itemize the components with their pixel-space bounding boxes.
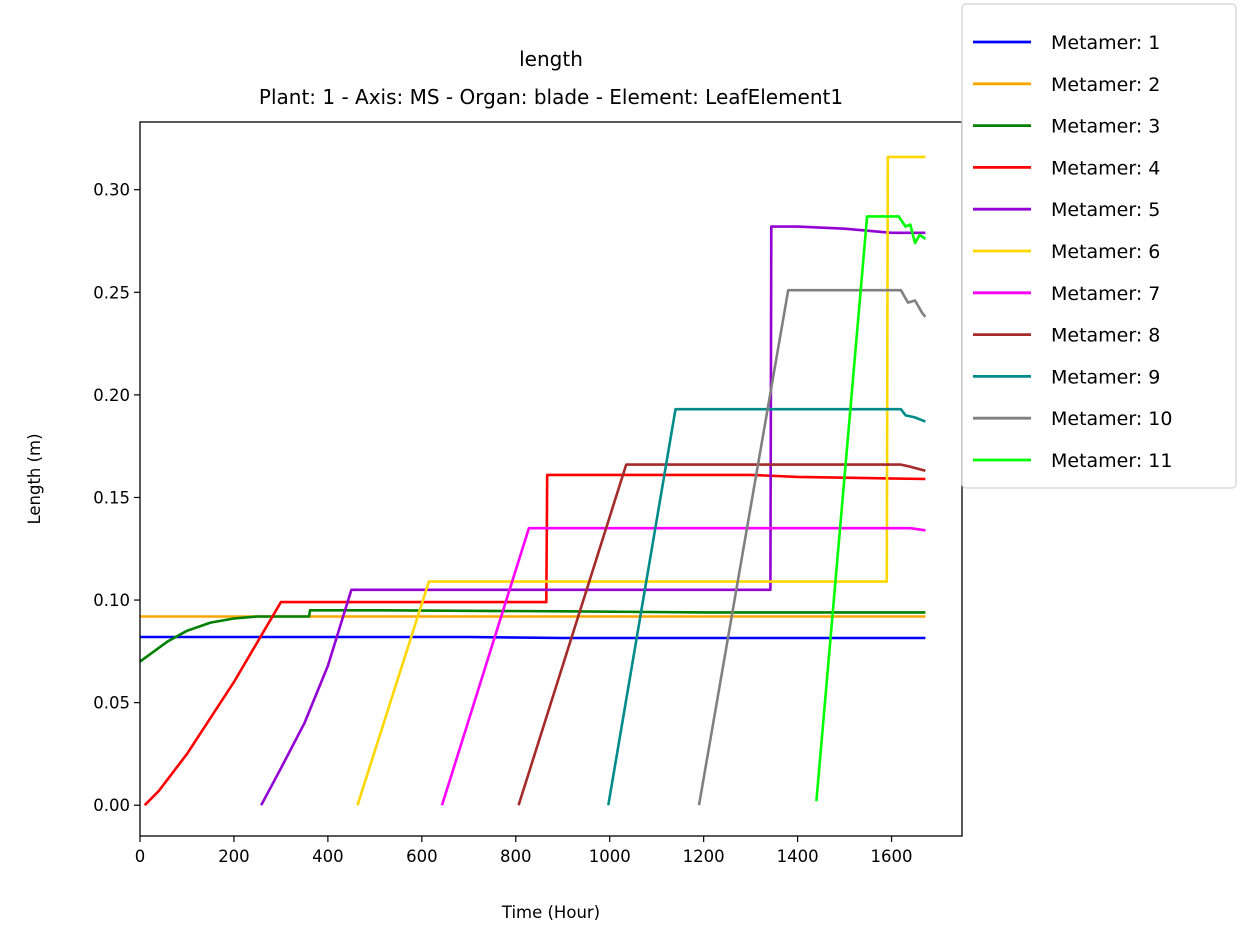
x-tick-label: 1600: [871, 847, 913, 866]
y-tick-label: 0.20: [93, 386, 130, 405]
legend-item-10: Metamer: 10: [973, 408, 1172, 430]
x-tick-label: 800: [500, 847, 532, 866]
legend-item-7: Metamer: 7: [973, 283, 1160, 305]
x-tick-label: 400: [312, 847, 344, 866]
legend-label: Metamer: 11: [1051, 450, 1172, 472]
x-tick-label: 600: [406, 847, 438, 866]
legend-label: Metamer: 10: [1051, 408, 1172, 430]
ticks-layer: 0 200 400 600 800 1000 1200 1400 1600 0.00 0.05 0.1…: [93, 181, 912, 866]
legend-item-11: Metamer: 11: [973, 450, 1172, 472]
series-line-7: [440, 526, 926, 806]
y-axis-label: Length (m): [25, 433, 44, 524]
legend-label: Metamer: 3: [1051, 116, 1160, 138]
legend-items: Metamer: 1 Metamer: 2 Metamer: 3 Metamer: 4…: [973, 32, 1172, 472]
legend-label: Metamer: 9: [1051, 366, 1160, 388]
x-axis-label: Time (Hour): [501, 903, 600, 922]
series-line-4: [143, 473, 926, 807]
series-line-6: [356, 155, 926, 806]
x-tick-label: 1200: [683, 847, 725, 866]
y-tick-label: 0.25: [93, 283, 130, 302]
series-line-11: [815, 215, 927, 802]
y-tick-label: 0.30: [93, 181, 130, 200]
y-tick-label: 0.00: [93, 796, 130, 815]
chart-title: length: [519, 47, 583, 71]
legend-item-4: Metamer: 4: [973, 157, 1160, 179]
legend-item-5: Metamer: 5: [973, 199, 1160, 221]
y-tick-label: 0.05: [93, 694, 130, 713]
legend: Metamer: 1 Metamer: 2 Metamer: 3 Metamer: 4…: [961, 3, 1237, 489]
legend-label: Metamer: 1: [1051, 32, 1160, 54]
x-tick-label: 1000: [589, 847, 631, 866]
legend-label: Metamer: 5: [1051, 199, 1160, 221]
series-line-5: [260, 225, 926, 806]
y-tick-label: 0.10: [93, 591, 130, 610]
legend-item-3: Metamer: 3: [973, 116, 1160, 138]
legend-label: Metamer: 4: [1051, 157, 1160, 179]
series-layer: [139, 155, 927, 807]
series-line-9: [607, 407, 926, 806]
chart-subtitle: Plant: 1 - Axis: MS - Organ: blade - Ele…: [259, 85, 843, 109]
series-line-10: [697, 288, 927, 806]
series-line-3: [139, 608, 926, 663]
x-tick-label: 0: [135, 847, 146, 866]
legend-label: Metamer: 8: [1051, 325, 1160, 347]
x-tick-label: 1400: [777, 847, 819, 866]
legend-item-9: Metamer: 9: [973, 366, 1160, 388]
legend-item-1: Metamer: 1: [973, 32, 1160, 54]
legend-item-2: Metamer: 2: [973, 74, 1160, 96]
y-tick-label: 0.15: [93, 488, 130, 507]
legend-label: Metamer: 2: [1051, 74, 1160, 96]
legend-label: Metamer: 6: [1051, 241, 1160, 263]
legend-item-8: Metamer: 8: [973, 325, 1160, 347]
series-line-1: [140, 635, 926, 640]
legend-item-6: Metamer: 6: [973, 241, 1160, 263]
legend-label: Metamer: 7: [1051, 283, 1160, 305]
x-tick-label: 200: [218, 847, 250, 866]
series-line-8: [517, 463, 926, 806]
